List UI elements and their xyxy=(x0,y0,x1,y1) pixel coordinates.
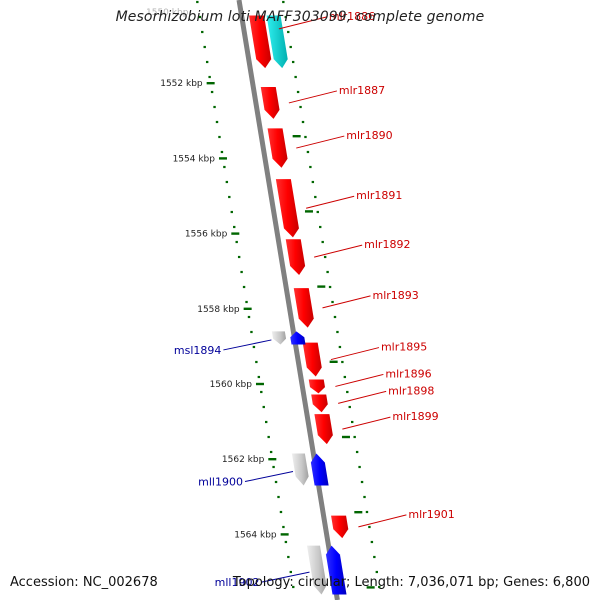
gene-label-mlr1892[interactable]: mlr1892 xyxy=(364,238,410,251)
forward-gene-arrow xyxy=(249,15,272,69)
gene-label-line xyxy=(322,295,371,309)
gene-label-line xyxy=(335,373,384,387)
tick-layer xyxy=(196,0,381,589)
reverse-gene-arrow xyxy=(310,453,329,486)
gene-label-mlr1886[interactable]: mlr1886 xyxy=(329,10,375,23)
forward-gene-arrow xyxy=(260,86,280,119)
tick-label: 1564 kbp xyxy=(234,530,277,540)
label-layer: 1550 kbp 1552 kbp 1554 kbp 1556 kbp 1558 kbp… xyxy=(146,8,455,589)
noncoding-gene-box xyxy=(306,545,327,595)
noncoding-gene-box xyxy=(291,453,309,486)
gene-label-line xyxy=(330,347,380,361)
backbone-line xyxy=(236,0,340,600)
forward-gene-arrow xyxy=(311,394,328,413)
forward-gene-arrow xyxy=(267,128,288,168)
gene-label-mlr1901[interactable]: mlr1901 xyxy=(408,508,454,521)
gene-label-line xyxy=(358,514,407,528)
tick-label: 1558 kbp xyxy=(197,305,240,315)
gene-label-line xyxy=(261,571,310,583)
forward-gene-arrow xyxy=(302,342,322,377)
gene-label-line xyxy=(314,244,363,258)
gene-label-line xyxy=(223,339,272,351)
gene-label-line xyxy=(338,390,387,404)
gene-label-line xyxy=(244,471,294,483)
gene-label-mll1900[interactable]: mll1900 xyxy=(198,476,243,489)
gene-label-mlr1891[interactable]: mlr1891 xyxy=(356,189,402,202)
gene-label-mlr1898[interactable]: mlr1898 xyxy=(388,384,434,397)
reverse-gene-arrow xyxy=(290,331,306,345)
gene-label-line xyxy=(342,416,391,430)
highlight-gene-arrow xyxy=(266,15,288,69)
forward-gene-arrow xyxy=(275,179,299,238)
forward-gene-arrow xyxy=(314,414,333,445)
tick-label: 1562 kbp xyxy=(222,455,265,465)
gene-label-mlr1887[interactable]: mlr1887 xyxy=(339,84,385,97)
noncoding-gene-box xyxy=(271,331,287,345)
tick-label: 1556 kbp xyxy=(185,230,228,240)
gene-layer xyxy=(249,15,349,595)
gene-label-mlr1899[interactable]: mlr1899 xyxy=(392,410,438,423)
forward-gene-arrow xyxy=(293,288,314,328)
tick-label: 1554 kbp xyxy=(173,154,216,164)
gene-label-mlr1895[interactable]: mlr1895 xyxy=(381,341,427,354)
gene-label-line xyxy=(278,16,327,30)
gene-label-line xyxy=(288,90,338,104)
gene-label-mlr1893[interactable]: mlr1893 xyxy=(372,289,418,302)
tick-label: 1560 kbp xyxy=(210,380,253,390)
accession-text: Accession: NC_002678 xyxy=(10,575,158,590)
gene-label-mlr1896[interactable]: mlr1896 xyxy=(385,367,431,380)
gene-label-line xyxy=(306,195,355,209)
gene-label-mll1902[interactable]: mll1902 xyxy=(215,576,260,589)
gene-label-line xyxy=(296,135,345,149)
tick-label: 1552 kbp xyxy=(160,79,203,89)
backbone-layer xyxy=(236,0,340,600)
reverse-gene-arrow xyxy=(325,545,347,595)
forward-gene-arrow xyxy=(308,379,325,394)
forward-gene-arrow xyxy=(331,515,349,539)
gene-label-mlr1890[interactable]: mlr1890 xyxy=(346,129,392,142)
forward-gene-arrow xyxy=(285,239,306,275)
gene-label-msl1894[interactable]: msl1894 xyxy=(174,344,222,357)
map-title: Mesorhizobium loti MAFF303099, complete … xyxy=(115,9,485,25)
tick-label-partial: 1550 kbp xyxy=(146,8,189,18)
genome-stats-text: Topology: circular; Length: 7,036,071 bp… xyxy=(232,575,590,590)
